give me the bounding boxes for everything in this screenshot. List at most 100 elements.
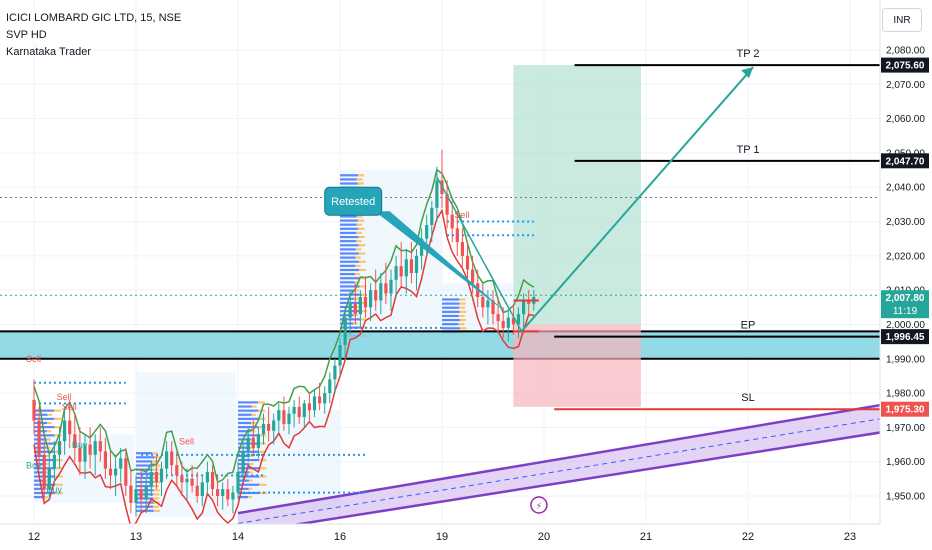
retest-line — [436, 176, 523, 332]
profile-bar — [340, 256, 356, 259]
volume-profile-box — [136, 372, 236, 517]
candle-body — [195, 485, 199, 496]
candle-body — [287, 413, 291, 424]
y-tick-label: 2,060.00 — [886, 114, 925, 125]
profile-bar — [340, 215, 357, 218]
y-tick-label: 2,000.00 — [886, 320, 925, 331]
profile-bar-accent — [154, 456, 161, 459]
level-label-sl: SL — [741, 392, 754, 404]
candle-body — [37, 420, 41, 455]
profile-bar-accent — [45, 463, 50, 466]
profile-bar-accent — [459, 298, 466, 301]
candle-body — [297, 406, 301, 418]
profile-bar-accent — [259, 467, 267, 470]
candle-body — [363, 297, 368, 308]
retested-callout: Retested — [324, 186, 509, 315]
lightning-icon-circle — [530, 496, 548, 514]
profile-bar — [34, 426, 55, 429]
candle-body — [302, 403, 306, 418]
candle-body — [343, 317, 347, 346]
chart-legend: ICICI LOMBARD GIC LTD, 15, NSE SVP HD Ka… — [6, 10, 181, 61]
level-label-ep: EP — [741, 320, 756, 332]
profile-bar — [136, 452, 152, 455]
profile-bar — [34, 417, 55, 420]
profile-bar-accent — [358, 227, 365, 230]
candle-body — [159, 468, 164, 483]
candle-body — [200, 482, 204, 496]
signal-sell: Sell — [179, 437, 194, 447]
profile-bar-accent — [153, 509, 160, 512]
profile-bar — [136, 501, 154, 504]
candle-body — [328, 379, 332, 394]
candle-body — [42, 454, 46, 490]
price-label-bg — [881, 401, 929, 417]
candle-body — [52, 454, 56, 469]
projection-arrow — [520, 66, 754, 332]
profile-bar-accent — [259, 483, 267, 486]
profile-bar-accent — [356, 215, 363, 218]
profile-bar — [136, 472, 155, 475]
candle-body — [180, 475, 184, 483]
profile-bar-accent — [458, 314, 465, 318]
profile-bar-accent — [357, 182, 365, 185]
profile-bar-accent — [249, 471, 254, 474]
candle-body — [527, 300, 531, 304]
indicator-karnataka-trader[interactable]: Karnataka Trader — [6, 46, 91, 58]
price-label-bg — [881, 153, 929, 169]
y-tick-label: 1,950.00 — [886, 492, 925, 503]
candle-body — [511, 317, 515, 325]
candle-body — [318, 396, 322, 404]
y-tick-label: 2,080.00 — [886, 46, 925, 57]
candle-body — [98, 441, 102, 452]
profile-bar — [340, 281, 355, 284]
profile-bar-accent — [47, 413, 53, 416]
candle-body — [47, 468, 51, 490]
candle-body — [170, 451, 174, 466]
candle-body — [277, 410, 281, 421]
profile-bar-accent — [55, 458, 63, 462]
candle-body — [175, 465, 179, 476]
profile-bar — [340, 240, 357, 243]
profile-bar-accent — [55, 483, 63, 486]
currency-button[interactable]: INR — [882, 8, 922, 32]
candle-body — [358, 297, 362, 315]
profile-bar — [340, 219, 358, 222]
profile-bar — [238, 446, 251, 449]
profile-bar — [442, 323, 459, 326]
candle-body — [236, 471, 240, 493]
candle-body — [414, 255, 419, 273]
profile-bar — [238, 438, 251, 441]
profile-bar — [238, 426, 259, 429]
profile-bar-accent — [54, 426, 62, 429]
profile-bar — [442, 318, 460, 322]
y-tick-label: 2,070.00 — [886, 80, 925, 91]
profile-bar-accent — [356, 223, 363, 226]
symbol-title[interactable]: ICICI LOMBARD GIC LTD, 15, NSE — [6, 12, 182, 24]
profile-bar-accent — [459, 302, 466, 305]
candle-body — [379, 283, 383, 301]
profile-bar-accent — [354, 289, 360, 292]
profile-bar — [340, 227, 359, 230]
candle-body — [63, 420, 67, 442]
candle-body — [185, 478, 189, 483]
profile-bar-accent — [44, 479, 49, 482]
profile-bar-accent — [46, 438, 51, 441]
profile-bar — [340, 289, 355, 292]
trend-channel-mid — [237, 416, 891, 524]
candle-body — [333, 365, 337, 380]
level-label-tp1: TP 1 — [736, 144, 759, 156]
profile-bar-accent — [249, 463, 254, 466]
profile-bar — [340, 273, 355, 276]
x-tick-label: 14 — [232, 531, 244, 543]
indicator-svp-hd[interactable]: SVP HD — [6, 29, 47, 41]
candle-body — [103, 451, 107, 469]
candle-body — [68, 420, 72, 435]
profile-bar — [136, 460, 153, 463]
callout-text: Retested — [331, 196, 375, 208]
signal-buy: Buy — [26, 461, 42, 471]
price-label: 1,996.45 — [886, 332, 925, 343]
price-label: 2,075.60 — [886, 61, 925, 72]
candle-body — [516, 314, 521, 325]
profile-bar — [34, 454, 46, 458]
